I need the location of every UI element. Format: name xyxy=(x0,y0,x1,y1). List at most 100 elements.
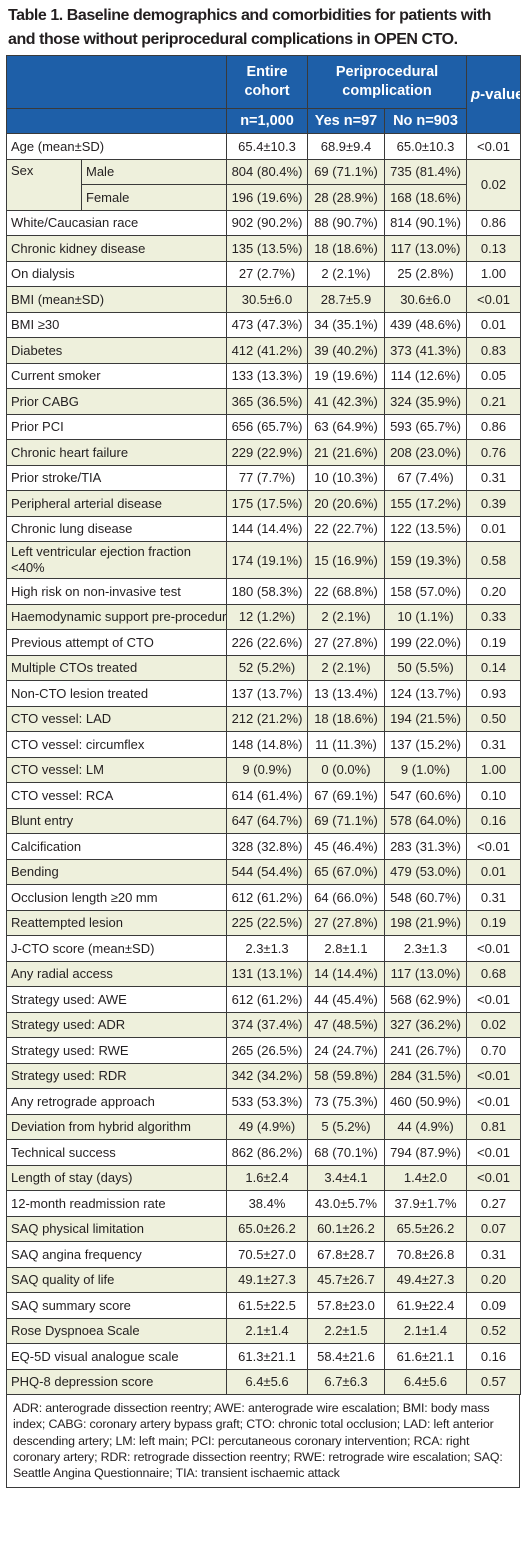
cell-complication-yes: 22 (68.8%) xyxy=(307,578,385,605)
row-label: SAQ angina frequency xyxy=(6,1241,227,1268)
row-label: BMI ≥30 xyxy=(6,311,227,338)
cell-complication-yes: 13 (13.4%) xyxy=(307,680,385,707)
cell-entire-cohort: 135 (13.5%) xyxy=(226,235,308,262)
row-label: SAQ quality of life xyxy=(6,1266,227,1293)
cell-complication-yes: 58 (59.8%) xyxy=(307,1062,385,1089)
row-label: Prior CABG xyxy=(6,388,227,415)
cell-complication-no: 199 (22.0%) xyxy=(384,629,467,656)
cell-pvalue: 1.00 xyxy=(466,756,521,783)
table-title: Table 1. Baseline demographics and comor… xyxy=(8,7,491,48)
cell-pvalue: 0.31 xyxy=(466,1241,521,1268)
table-row: Strategy used: AWE 612 (61.2%) 44 (45.4%) 5… xyxy=(6,986,521,1013)
cell-complication-yes: 47 (48.5%) xyxy=(307,1011,385,1038)
cell-complication-yes: 45 (46.4%) xyxy=(307,833,385,860)
cell-entire-cohort: 612 (61.2%) xyxy=(226,986,308,1013)
cell-pvalue: <0.01 xyxy=(466,935,521,962)
row-label: Prior stroke/TIA xyxy=(6,464,227,491)
cell-entire-cohort: 61.3±21.1 xyxy=(226,1343,308,1370)
cell-complication-no: 241 (26.7%) xyxy=(384,1037,467,1064)
table-row: EQ-5D visual analogue scale 61.3±21.1 58.4… xyxy=(6,1343,521,1370)
cell-pvalue: 0.33 xyxy=(466,603,521,630)
row-label: SAQ physical limitation xyxy=(6,1215,227,1242)
table-row: BMI ≥30 473 (47.3%) 34 (35.1%) 439 (48.6%) 0… xyxy=(6,311,521,338)
cell-complication-no: 61.6±21.1 xyxy=(384,1343,467,1370)
cell-complication-yes: 20 (20.6%) xyxy=(307,490,385,517)
cell-entire-cohort: 265 (26.5%) xyxy=(226,1037,308,1064)
row-label: White/Caucasian race xyxy=(6,209,227,236)
table-row: Haemodynamic support pre-procedure 12 (1.… xyxy=(6,603,521,630)
table-row: Strategy used: RDR 342 (34.2%) 58 (59.8%) 2… xyxy=(6,1062,521,1089)
cell-entire-cohort: 30.5±6.0 xyxy=(226,286,308,313)
data-table: Entire cohort Periprocedural complicatio… xyxy=(6,55,521,1395)
row-label: PHQ-8 depression score xyxy=(6,1368,227,1395)
cell-entire-cohort: 65.4±10.3 xyxy=(226,133,308,160)
table-row: Occlusion length ≥20 mm 612 (61.2%) 64 (66… xyxy=(6,884,521,911)
cell-pvalue: <0.01 xyxy=(466,833,521,860)
cell-pvalue: 0.39 xyxy=(466,490,521,517)
cell-entire-cohort: 148 (14.8%) xyxy=(226,731,308,758)
table-row: Bending 544 (54.4%) 65 (67.0%) 479 (53.0%) 0… xyxy=(6,858,521,885)
row-label: Strategy used: RDR xyxy=(6,1062,227,1089)
cell-entire-cohort: 212 (21.2%) xyxy=(226,705,308,732)
header-blank xyxy=(6,55,227,109)
cell-entire-cohort: 9 (0.9%) xyxy=(226,756,308,783)
cell-entire-cohort: 180 (58.3%) xyxy=(226,578,308,605)
table-row: Current smoker 133 (13.3%) 19 (19.6%) 114 (… xyxy=(6,362,521,389)
cell-complication-no: 198 (21.9%) xyxy=(384,909,467,936)
cell-complication-no: 67 (7.4%) xyxy=(384,464,467,491)
cell-pvalue: 0.01 xyxy=(466,858,521,885)
row-label: Haemodynamic support pre-procedure xyxy=(6,603,227,630)
cell-entire-cohort: 328 (32.8%) xyxy=(226,833,308,860)
table-row: SAQ angina frequency 70.5±27.0 67.8±28.7 70… xyxy=(6,1241,521,1268)
cell-entire-cohort: 1.6±2.4 xyxy=(226,1164,308,1191)
row-label: High risk on non-invasive test xyxy=(6,578,227,605)
row-label: Length of stay (days) xyxy=(6,1164,227,1191)
cell-complication-yes: 41 (42.3%) xyxy=(307,388,385,415)
cell-complication-no: 208 (23.0%) xyxy=(384,439,467,466)
table-footnote: ADR: anterograde dissection reentry; AWE… xyxy=(6,1395,520,1489)
cell-pvalue: 0.19 xyxy=(466,629,521,656)
cell-complication-yes: 64 (66.0%) xyxy=(307,884,385,911)
table-row: Female 196 (19.6%) 28 (28.9%) 168 (18.6%) xyxy=(7,184,521,211)
row-label: EQ-5D visual analogue scale xyxy=(6,1343,227,1370)
table-row: Strategy used: ADR 374 (37.4%) 47 (48.5%) 3… xyxy=(6,1011,521,1038)
cell-complication-yes: 14 (14.4%) xyxy=(307,960,385,987)
cell-entire-cohort: 342 (34.2%) xyxy=(226,1062,308,1089)
table-row: Prior PCI 656 (65.7%) 63 (64.9%) 593 (65.7%… xyxy=(6,413,521,440)
row-label: CTO vessel: circumflex xyxy=(6,731,227,758)
cell-complication-no: 2.1±1.4 xyxy=(384,1317,467,1344)
header-n-no: No n=903 xyxy=(384,108,467,134)
table-row: SAQ physical limitation 65.0±26.2 60.1±26.… xyxy=(6,1215,521,1242)
cell-entire-cohort: 374 (37.4%) xyxy=(226,1011,308,1038)
table-row: Peripheral arterial disease 175 (17.5%) 20… xyxy=(6,490,521,517)
cell-complication-no: 168 (18.6%) xyxy=(384,184,467,211)
table-row: Technical success 862 (86.2%) 68 (70.1%) 79… xyxy=(6,1139,521,1166)
cell-pvalue: 0.57 xyxy=(466,1368,521,1395)
row-label: Chronic kidney disease xyxy=(6,235,227,262)
cell-complication-no: 65.5±26.2 xyxy=(384,1215,467,1242)
cell-entire-cohort: 365 (36.5%) xyxy=(226,388,308,415)
cell-complication-yes: 60.1±26.2 xyxy=(307,1215,385,1242)
table-row: Chronic kidney disease 135 (13.5%) 18 (18.… xyxy=(6,235,521,262)
cell-pvalue: 0.16 xyxy=(466,807,521,834)
table-row: PHQ-8 depression score 6.4±5.6 6.7±6.3 6.4±… xyxy=(6,1368,521,1395)
cell-complication-no: 117 (13.0%) xyxy=(384,960,467,987)
row-label: Prior PCI xyxy=(6,413,227,440)
row-label: Any radial access xyxy=(6,960,227,987)
row-label: Any retrograde approach xyxy=(6,1088,227,1115)
header-entire-cohort: Entire cohort xyxy=(226,55,308,109)
cell-complication-yes: 27 (27.8%) xyxy=(307,909,385,936)
cell-complication-no: 70.8±26.8 xyxy=(384,1241,467,1268)
cell-complication-yes: 18 (18.6%) xyxy=(307,705,385,732)
row-label: CTO vessel: RCA xyxy=(6,782,227,809)
cell-pvalue: 0.50 xyxy=(466,705,521,732)
row-label: Blunt entry xyxy=(6,807,227,834)
cell-pvalue: 0.81 xyxy=(466,1113,521,1140)
header-n-all: n=1,000 xyxy=(226,108,308,134)
table-figure: Table 1. Baseline demographics and comor… xyxy=(6,0,521,1489)
table-row: Sex Male 804 (80.4%) 69 (71.1%) 735 (81.4%) 0… xyxy=(6,158,521,211)
cell-entire-cohort: 804 (80.4%) xyxy=(226,158,308,185)
row-label: Strategy used: AWE xyxy=(6,986,227,1013)
cell-entire-cohort: 49 (4.9%) xyxy=(226,1113,308,1140)
table-row: CTO vessel: LAD 212 (21.2%) 18 (18.6%) 194 … xyxy=(6,705,521,732)
